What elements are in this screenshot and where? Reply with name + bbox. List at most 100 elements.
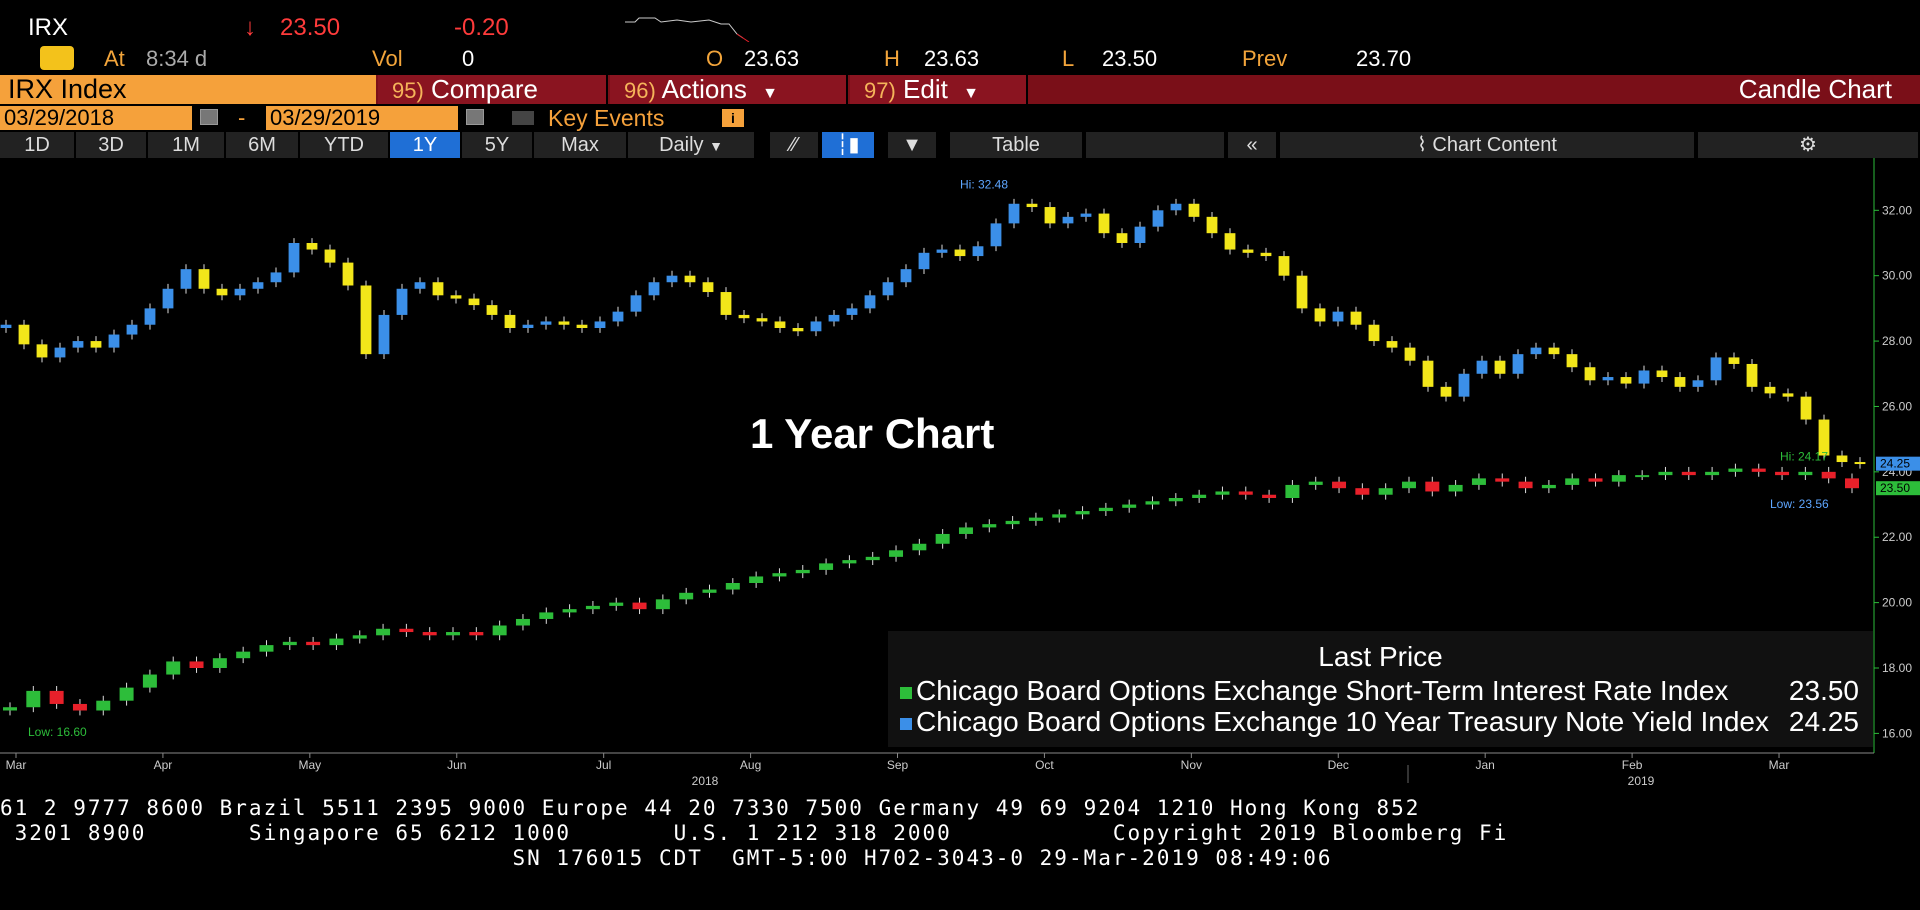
- y-tick-label: 32.00: [1882, 203, 1912, 217]
- compare-button[interactable]: 95) Compare: [378, 75, 608, 104]
- tnx-candle: [342, 262, 354, 286]
- irx-candle: [189, 661, 204, 668]
- irx-candle: [1448, 484, 1463, 492]
- tnx-candle: [90, 341, 102, 348]
- tnx-candle: [918, 252, 930, 270]
- irx-candle: [72, 703, 87, 711]
- tnx-candle: [1386, 341, 1398, 348]
- tnx-candle: [378, 314, 390, 355]
- irx-candle: [96, 700, 111, 711]
- calendar-icon[interactable]: [466, 109, 484, 125]
- tnx-last-badge-bg: [1876, 456, 1920, 471]
- start-date-field[interactable]: 03/29/2018: [0, 106, 192, 130]
- legend-row-tnx[interactable]: Chicago Board Options Exchange 10 Year T…: [900, 706, 1769, 738]
- x-tick-label: Jan: [1476, 758, 1495, 772]
- chart-content-icon: ⌇: [1417, 134, 1433, 156]
- tnx-candle: [558, 321, 570, 325]
- tnx-candle: [666, 275, 678, 283]
- tnx-candle: [450, 295, 462, 299]
- tnx-candle: [540, 321, 552, 325]
- irx-candle: [1518, 481, 1533, 489]
- chart-content-button[interactable]: ⌇ Chart Content: [1280, 132, 1696, 158]
- range-6m-button[interactable]: 6M: [226, 132, 300, 158]
- irx-last-badge: 23.50: [1880, 481, 1910, 495]
- tnx-candle: [1098, 213, 1110, 234]
- range-5y-button[interactable]: 5Y: [462, 132, 534, 158]
- candle-chart-icon[interactable]: ┆▮: [822, 132, 876, 158]
- irx-candle: [609, 602, 624, 606]
- open-value: 23.63: [744, 46, 800, 71]
- range-3d-button[interactable]: 3D: [76, 132, 148, 158]
- tnx-candle: [1620, 377, 1632, 384]
- irx-candle: [166, 661, 181, 675]
- low-annotation-blue: Low: 23.56: [1770, 497, 1829, 511]
- high-label: H: [884, 46, 900, 71]
- chart-legend: Last Price Chicago Board Options Exchang…: [888, 631, 1873, 747]
- tnx-candle: [1818, 419, 1830, 456]
- tnx-candle: [1008, 203, 1020, 224]
- tnx-candle: [504, 314, 516, 328]
- irx-candle: [958, 527, 973, 534]
- tnx-candle: [1854, 462, 1866, 465]
- line-chart-icon[interactable]: ⁄⁄: [770, 132, 820, 158]
- tnx-candle: [936, 249, 948, 253]
- gear-icon[interactable]: ⚙: [1698, 132, 1920, 158]
- collapse-icon[interactable]: «: [1228, 132, 1278, 158]
- key-events-checkbox[interactable]: [512, 111, 534, 125]
- frequency-label: Daily: [659, 134, 704, 156]
- footer-line-1: 61 2 9777 8600 Brazil 5511 2395 9000 Eur…: [0, 796, 1421, 820]
- high-value: 23.63: [924, 46, 980, 71]
- tnx-candle: [1584, 367, 1596, 381]
- range-1y-button[interactable]: 1Y: [390, 132, 462, 158]
- end-date-field[interactable]: 03/29/2019: [266, 106, 458, 130]
- edit-button[interactable]: 97) Edit ▼: [850, 75, 1028, 104]
- range-max-button[interactable]: Max: [534, 132, 628, 158]
- irx-candle: [1028, 517, 1043, 521]
- tnx-candle: [630, 295, 642, 312]
- actions-button[interactable]: 96) Actions ▼: [610, 75, 848, 104]
- legend-series-value: 24.25: [1788, 706, 1859, 737]
- tnx-candle: [1530, 347, 1542, 355]
- range-1m-button[interactable]: 1M: [148, 132, 226, 158]
- tnx-candle: [396, 288, 408, 315]
- footer-line-2: 3201 8900 Singapore 65 6212 1000 U.S. 1 …: [0, 821, 1509, 845]
- irx-candle: [1401, 481, 1416, 489]
- chevron-down-icon[interactable]: ▼: [888, 132, 938, 158]
- irx-candle: [842, 560, 857, 564]
- key-events-label[interactable]: Key Events: [548, 105, 665, 131]
- y-tick-label: 28.00: [1882, 334, 1912, 348]
- tnx-candle: [1782, 393, 1794, 397]
- irx-candle: [329, 638, 344, 646]
- irx-candle: [1495, 478, 1510, 482]
- x-tick-label: Aug: [740, 758, 761, 772]
- y-tick-label: 18.00: [1882, 661, 1912, 675]
- frequency-dropdown[interactable]: Daily ▼: [628, 132, 756, 158]
- tnx-candle: [972, 246, 984, 257]
- tnx-candle: [1080, 213, 1092, 217]
- tnx-candle: [1260, 252, 1272, 257]
- tnx-last-badge: 24.25: [1880, 457, 1910, 471]
- range-1d-button[interactable]: 1D: [0, 132, 76, 158]
- chart-toolbar: 1D 3D 1M 6M YTD 1Y 5Y Max Daily ▼ ⁄⁄ ┆▮ …: [0, 132, 1920, 158]
- range-ytd-button[interactable]: YTD: [300, 132, 390, 158]
- legend-row-irx[interactable]: Chicago Board Options Exchange Short-Ter…: [900, 675, 1728, 707]
- low-annotation: Low: 16.60: [28, 725, 87, 739]
- tnx-candle: [846, 308, 858, 315]
- calendar-icon[interactable]: [200, 109, 218, 125]
- tnx-candle: [1170, 203, 1182, 211]
- tnx-candle: [414, 282, 426, 289]
- irx-candle: [562, 609, 577, 613]
- tnx-candle: [288, 243, 300, 273]
- chevron-down-icon: ▼: [762, 85, 778, 102]
- irx-candle: [26, 690, 41, 708]
- tnx-candle: [1134, 226, 1146, 243]
- x-tick-label: Jul: [596, 758, 611, 772]
- info-icon[interactable]: i: [722, 109, 744, 127]
- candle-chart[interactable]: 32.0030.0028.0026.0024.0022.0020.0018.00…: [0, 158, 1920, 798]
- footer-line-3: SN 176015 CDT GMT-5:00 H702-3043-0 29-Ma…: [0, 846, 1333, 870]
- x-tick-label: Mar: [1769, 758, 1790, 772]
- tnx-candle: [432, 282, 444, 296]
- alert-gauge-icon[interactable]: [40, 46, 74, 70]
- table-button[interactable]: Table: [950, 132, 1084, 158]
- security-field[interactable]: IRX Index: [0, 75, 376, 104]
